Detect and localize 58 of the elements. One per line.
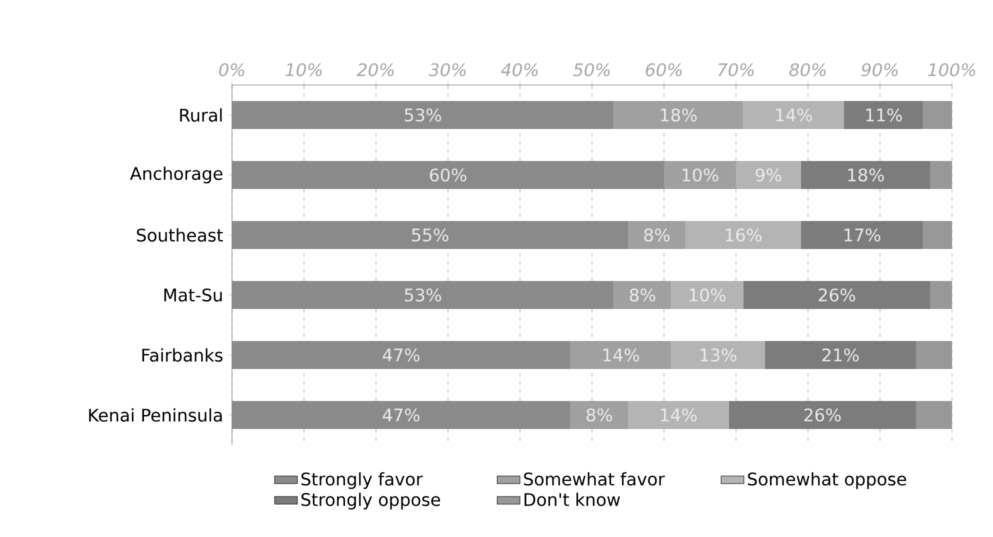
x-tick-label: 60% — [646, 63, 682, 76]
data-label: 53% — [404, 288, 442, 302]
x-tick-label: 70% — [718, 63, 754, 76]
data-label: 18% — [661, 108, 697, 122]
bar — [671, 281, 744, 310]
data-label: 8% — [586, 408, 612, 422]
data-label: 26% — [804, 408, 841, 422]
bar — [614, 101, 744, 130]
data-label: 53% — [404, 108, 442, 122]
legend-label: Somewhat favor — [524, 472, 665, 486]
bar — [671, 341, 765, 370]
x-tick-label: 30% — [428, 63, 466, 76]
bar — [570, 401, 628, 430]
y-tick-label: Mat-Su — [164, 288, 222, 302]
x-tick-label: 50% — [573, 63, 610, 76]
data-label: 17% — [844, 228, 880, 242]
bar — [844, 101, 924, 130]
bar — [614, 281, 672, 310]
bar — [686, 221, 801, 250]
y-tick-label: Kenai Peninsula — [89, 408, 222, 422]
data-label: 21% — [822, 348, 859, 362]
bar — [570, 341, 672, 370]
bar — [800, 221, 924, 250]
bar — [628, 401, 729, 430]
bar — [728, 401, 916, 430]
legend-label: Strongly oppose — [301, 492, 440, 510]
data-label: 8% — [630, 288, 656, 302]
legend-label: Strongly favor — [301, 472, 423, 489]
data-label: 11% — [866, 108, 902, 122]
data-label: 47% — [382, 348, 420, 362]
data-label: 60% — [430, 168, 466, 182]
x-tick-label: 20% — [356, 63, 394, 76]
y-tick-label: Rural — [180, 108, 222, 122]
y-tick-label: Anchorage — [130, 166, 222, 184]
x-tick-label: 90% — [861, 63, 898, 76]
bar — [743, 101, 844, 130]
x-tick-label: 100% — [928, 63, 976, 76]
data-label: 10% — [682, 168, 718, 182]
data-label: 55% — [412, 228, 448, 242]
legend-label: Somewhat oppose — [748, 472, 906, 489]
bar — [800, 161, 930, 190]
data-label: 26% — [818, 288, 856, 302]
legend-label: Don't know — [524, 492, 620, 506]
x-tick-label: 80% — [789, 63, 826, 76]
bar — [736, 161, 801, 190]
bar — [628, 221, 686, 250]
y-tick-label: Fairbanks — [142, 348, 222, 362]
data-label: 14% — [603, 348, 640, 362]
bar — [764, 341, 916, 370]
data-label: 18% — [848, 168, 884, 182]
x-tick-label: 0% — [219, 63, 244, 76]
x-tick-label: 10% — [286, 63, 322, 76]
data-label: 8% — [644, 228, 670, 242]
y-tick-label: Southeast — [136, 228, 223, 242]
bar — [664, 161, 736, 190]
x-tick-label: 40% — [501, 63, 538, 76]
data-label: 47% — [382, 408, 420, 422]
bar — [743, 281, 930, 310]
